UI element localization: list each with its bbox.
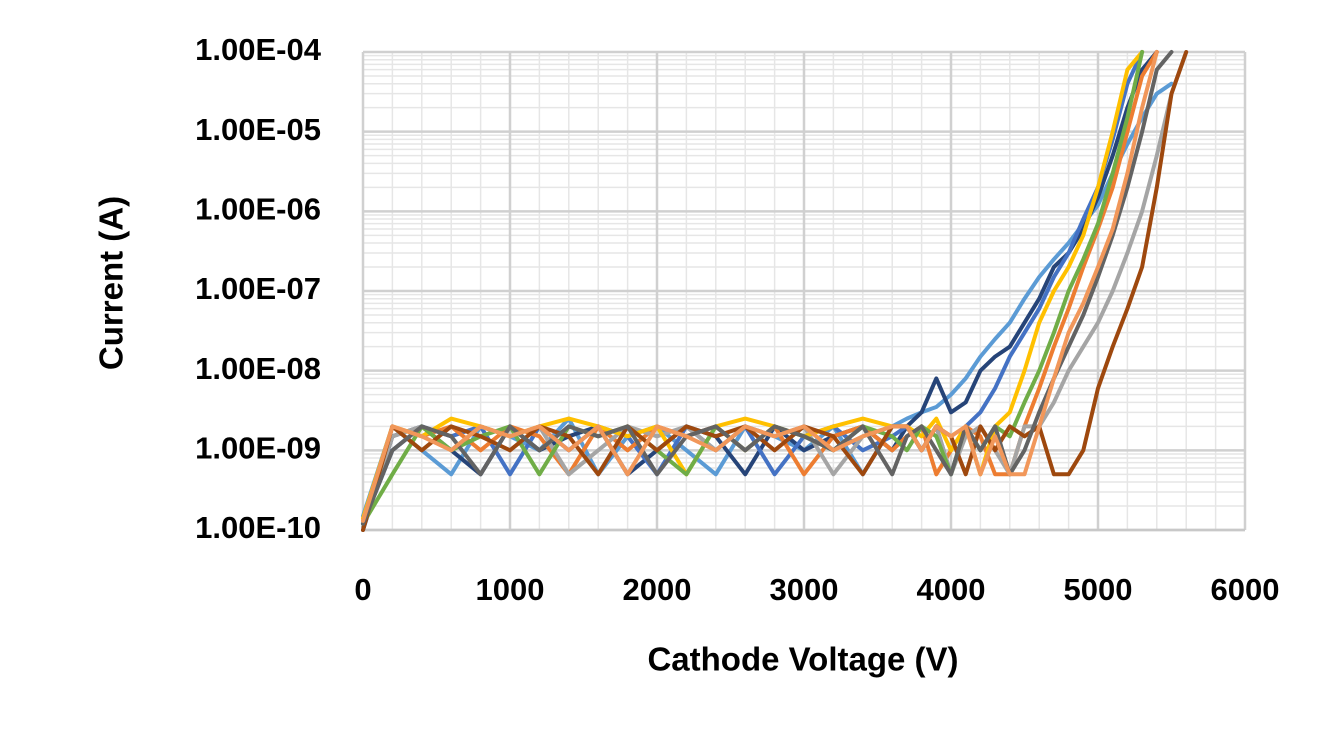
x-tick-label: 3000 <box>770 572 839 607</box>
x-tick-label: 6000 <box>1211 572 1280 607</box>
y-tick-label: 1.00E-08 <box>195 351 321 386</box>
y-tick-label: 1.00E-07 <box>195 271 321 306</box>
y-tick-label: 1.00E-04 <box>195 32 322 67</box>
x-tick-label: 5000 <box>1064 572 1133 607</box>
series-line <box>361 50 1159 523</box>
plot-lines <box>361 50 1189 532</box>
x-axis-title: Cathode Voltage (V) <box>647 641 958 678</box>
x-tick-label: 0 <box>354 572 371 607</box>
y-tick-label: 1.00E-05 <box>195 112 321 147</box>
x-tick-label: 4000 <box>917 572 986 607</box>
y-tick-label: 1.00E-09 <box>195 431 321 466</box>
series-line <box>361 50 1174 526</box>
x-tick-label: 2000 <box>623 572 692 607</box>
series-line <box>361 50 1159 523</box>
labels: 1.00E-10 1.00E-09 1.00E-08 1.00E-07 1.00E-06… <box>195 32 1279 607</box>
x-tick-label: 1000 <box>476 572 545 607</box>
y-axis-title: Current (A) <box>93 196 130 370</box>
y-tick-label: 1.00E-06 <box>195 192 321 227</box>
y-tick-label: 1.00E-10 <box>195 510 321 545</box>
